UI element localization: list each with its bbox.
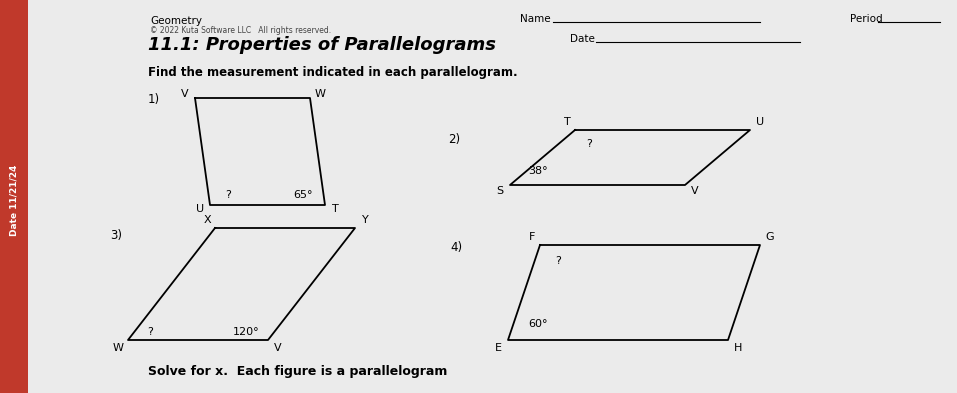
Text: 1): 1) [148,94,160,107]
Text: F: F [529,232,535,242]
Text: 2): 2) [448,134,460,147]
Text: W: W [315,89,325,99]
Text: G: G [766,232,774,242]
Text: ?: ? [586,139,592,149]
Text: 3): 3) [110,228,122,242]
Text: U: U [196,204,204,214]
Text: Period: Period [850,14,882,24]
Text: ?: ? [555,256,561,266]
Text: Find the measurement indicated in each parallelogram.: Find the measurement indicated in each p… [148,66,518,79]
Bar [0,0,28,393]
Text: Geometry: Geometry [150,16,202,26]
Text: U: U [756,117,764,127]
Text: Date 11/21/24: Date 11/21/24 [10,164,18,236]
Text: 4): 4) [450,242,462,255]
Text: ?: ? [225,190,231,200]
Text: ?: ? [147,327,153,337]
Text: Date: Date [570,34,595,44]
Text: W: W [113,343,123,353]
Text: 38°: 38° [528,166,547,176]
Text: 60°: 60° [528,319,547,329]
Text: 11.1: Properties of Parallelograms: 11.1: Properties of Parallelograms [148,36,496,54]
Text: V: V [691,186,699,196]
Text: H: H [734,343,743,353]
Text: 120°: 120° [233,327,259,337]
Text: V: V [275,343,281,353]
Text: V: V [181,89,189,99]
Text: Name: Name [520,14,550,24]
Text: Solve for x.  Each figure is a parallelogram: Solve for x. Each figure is a parallelog… [148,365,447,378]
Text: X: X [203,215,211,225]
Text: T: T [332,204,339,214]
Text: © 2022 Kuta Software LLC   All rights reserved.: © 2022 Kuta Software LLC All rights rese… [150,26,331,35]
Text: S: S [497,186,503,196]
Text: T: T [564,117,570,127]
Text: Y: Y [362,215,368,225]
Text: 65°: 65° [293,190,313,200]
Text: E: E [495,343,501,353]
